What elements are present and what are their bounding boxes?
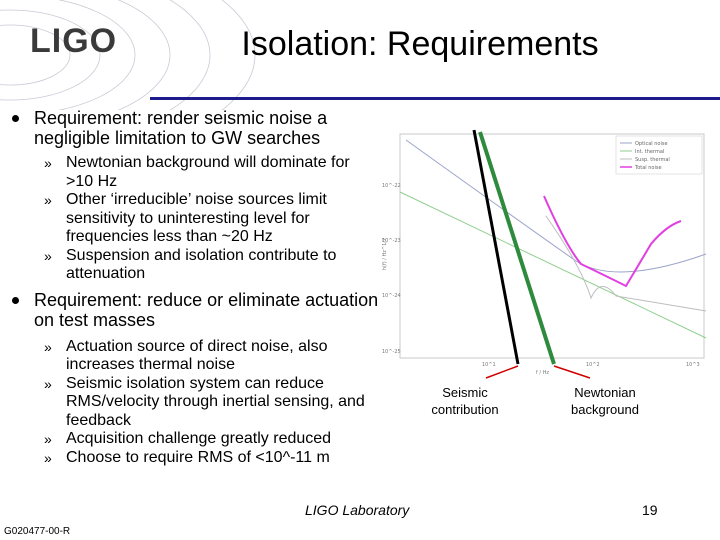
newtonian-background-line <box>478 131 556 365</box>
slide-title: Isolation: Requirements <box>241 25 599 63</box>
sub-bullet-marker: » <box>44 338 52 355</box>
legend-entry: Optical noise <box>635 141 668 147</box>
title-rule <box>150 97 720 100</box>
sub-bullet-marker: » <box>44 449 52 466</box>
sub-bullet-text: Acquisition challenge greatly reduced <box>66 430 332 447</box>
legend-entry: Susp. thermal <box>635 157 670 163</box>
sub-bullet-marker: » <box>44 247 52 264</box>
bullet-1-text: Requirement: render seismic noise a negl… <box>34 108 328 148</box>
sub-bullet: » Choose to require RMS of <10^-11 m <box>8 449 380 468</box>
sub-bullet-text: Choose to require RMS of <10^-11 m <box>66 448 330 466</box>
seismic-contribution-label: Seismic contribution <box>428 384 502 418</box>
total-noise-curve <box>543 195 682 288</box>
susp-thermal-curve <box>545 215 707 312</box>
y-axis-label: h(f) / Hz^1/2 <box>382 238 388 270</box>
sub-bullet-text: Actuation source of direct noise, also i… <box>66 337 328 374</box>
seismic-label-text: Seismic contribution <box>431 385 499 417</box>
sub-bullet-text: Newtonian background will dominate for >… <box>66 154 350 190</box>
int-thermal-curve <box>399 191 707 339</box>
bullet-list: Requirement: render seismic noise a negl… <box>8 108 380 467</box>
sub-bullet-text: Other ‘irreducible’ noise sources limit … <box>66 191 327 245</box>
bullet-1: Requirement: render seismic noise a negl… <box>8 108 380 148</box>
noise-spectrum-figure: 10^-22 10^-23 10^-24 10^-25 h(f) / Hz^1/… <box>382 129 707 379</box>
legend-entry: Int. thermal <box>635 149 664 155</box>
bullet-dot-icon <box>12 296 19 304</box>
sub-bullet: » Acquisition challenge greatly reduced <box>8 430 380 449</box>
seismic-contribution-line <box>472 129 520 365</box>
ligo-logo: LIGO <box>30 22 118 60</box>
y-tick-label: 10^-25 <box>382 349 401 355</box>
sub-bullet: » Suspension and isolation contribute to … <box>8 247 380 284</box>
sub-bullet-marker: » <box>44 155 52 171</box>
x-axis-label: f / Hz <box>536 370 549 376</box>
sub-bullet: » Newtonian background will dominate for … <box>8 154 380 191</box>
sub-bullet: » Actuation source of direct noise, also … <box>8 338 380 375</box>
bullet-2: Requirement: reduce or eliminate actuati… <box>8 290 380 330</box>
sub-bullet-marker: » <box>44 375 52 392</box>
page-number: 19 <box>642 502 658 518</box>
footer-lab: LIGO Laboratory <box>305 502 410 518</box>
legend-entry: Total noise <box>634 165 662 171</box>
sub-bullet: » Seismic isolation system can reduce RMS… <box>8 375 380 431</box>
y-tick-label: 10^-24 <box>382 293 401 299</box>
logo-swirl-decoration <box>0 0 256 110</box>
y-tick-label: 10^-23 <box>382 238 401 244</box>
sub-bullet: » Other ‘irreducible’ noise sources limit… <box>8 191 380 247</box>
x-tick-label: 10^1 <box>482 362 496 368</box>
x-tick-label: 10^3 <box>686 362 700 368</box>
newtonian-arrow <box>553 365 591 379</box>
sub-bullet-text: Seismic isolation system can reduce RMS/… <box>66 374 365 429</box>
bullet-dot-icon <box>12 115 19 122</box>
sub-bullet-marker: » <box>44 431 52 447</box>
sub-bullet-text: Suspension and isolation contribute to a… <box>66 246 337 283</box>
newtonian-background-label: Newtonian background <box>566 384 644 418</box>
seismic-arrow <box>485 365 519 379</box>
sub-bullet-marker: » <box>44 192 52 208</box>
y-tick-label: 10^-22 <box>382 183 401 189</box>
x-tick-label: 10^2 <box>586 362 600 368</box>
document-id: G020477-00-R <box>4 526 71 537</box>
optical-noise-curve <box>405 139 707 273</box>
newtonian-label-text: Newtonian background <box>571 385 639 417</box>
bullet-2-text: Requirement: reduce or eliminate actuati… <box>34 289 379 330</box>
